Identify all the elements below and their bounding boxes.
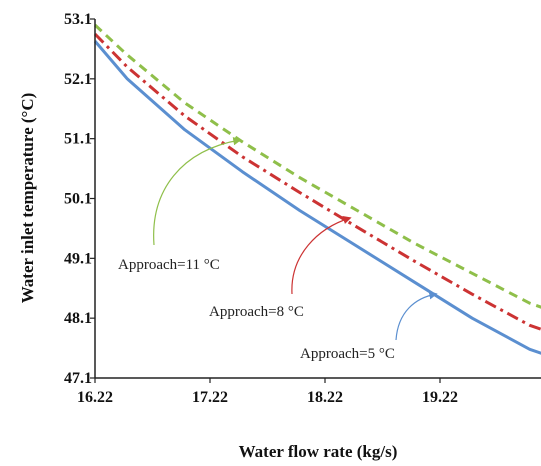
x-tick-label-2: 17.22 — [192, 389, 228, 406]
annotation-arrow-approach-8 — [291, 215, 352, 295]
series-line-2 — [93, 32, 541, 331]
x-axis-label: Water flow rate (kg/s) — [239, 442, 398, 461]
annotation-arrow-approach-11 — [153, 137, 242, 246]
x-tick-label-4: 19.22 — [422, 389, 458, 406]
ticks-layer: 16.22 17.22 18.22 19.22 47.1 48.1 49.1 50.1 51.1… — [64, 11, 458, 406]
y-tick-label-4: 50.1 — [64, 191, 92, 208]
series-line-3 — [93, 23, 541, 309]
annotation-approach-5: Approach=5 °C — [300, 346, 395, 362]
x-tick-label-3: 18.22 — [307, 389, 343, 406]
y-tick-label-2: 48.1 — [64, 310, 92, 327]
x-tick-label-1: 16.22 — [77, 389, 113, 406]
annotation-approach-8: Approach=8 °C — [209, 304, 304, 320]
series-line-1 — [93, 40, 541, 355]
y-axis-label: Water inlet temperature (°C) — [18, 93, 37, 304]
y-tick-label-7: 53.1 — [64, 11, 92, 28]
annotation-approach-11: Approach=11 °C — [118, 257, 220, 273]
annotation-arrow-approach-5 — [395, 291, 438, 341]
y-tick-label-1: 47.1 — [64, 370, 92, 387]
series-layer — [93, 23, 541, 355]
y-tick-label-5: 51.1 — [64, 131, 92, 148]
y-tick-label-6: 52.1 — [64, 71, 92, 88]
y-tick-label-3: 49.1 — [64, 250, 92, 267]
